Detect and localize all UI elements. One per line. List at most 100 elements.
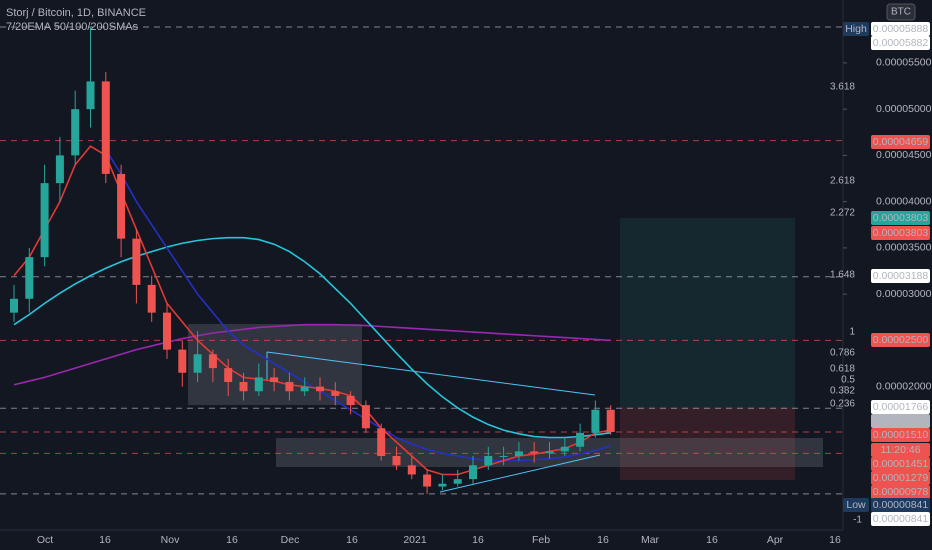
fib-label: 0.786 (830, 348, 855, 359)
price-tag (871, 400, 930, 414)
price-tag-label: 0.00001510 (873, 429, 929, 441)
trendline (266, 351, 596, 396)
candle-body (208, 354, 217, 369)
fib-label: 1 (849, 327, 855, 338)
price-tag-label: 0.00001766 (873, 401, 929, 413)
x-tick-label: Apr (767, 534, 784, 546)
x-tick-label: 2021 (403, 534, 427, 546)
y-tick-label: 0.00003000 (876, 288, 932, 300)
candle-body (300, 386, 309, 392)
price-tag-label: 0.00001279 (873, 472, 929, 484)
fib-label: 2.272 (830, 208, 855, 219)
price-tag (871, 498, 930, 512)
candle-body (514, 451, 523, 457)
long-target-zone (620, 218, 795, 407)
candle-body (101, 81, 110, 174)
axes: 0.00005500 0.00005000 0.00004500 0.00004000… (37, 57, 932, 546)
price-tag-label: 0.00003188 (873, 270, 929, 282)
candle-body (560, 446, 569, 452)
x-tick-label: 16 (597, 534, 609, 546)
price-tag-label: High (845, 23, 867, 35)
candle-body (530, 451, 539, 454)
candle-body (331, 391, 340, 396)
fib-label: 1.648 (830, 270, 855, 281)
fib-label: 0.382 (830, 386, 855, 397)
candle-body (285, 382, 294, 392)
x-tick-label: Dec (281, 534, 300, 546)
price-tag-label: 0.00005888 (873, 23, 929, 35)
fib-label: 3.618 (830, 82, 855, 93)
candle-body (239, 382, 248, 392)
y-tick-label: 0.00004000 (876, 195, 932, 207)
candle-body (163, 312, 171, 350)
currency-label: BTC (891, 7, 911, 18)
candle-body (178, 349, 187, 373)
price-tag-label: 0.00001755 (873, 415, 929, 427)
x-tick-label: 16 (472, 534, 484, 546)
candle-body (71, 109, 80, 156)
candle-body (407, 465, 416, 475)
levels (0, 26, 843, 495)
candle-body (499, 456, 508, 458)
fib-label: 0.236 (830, 399, 855, 410)
price-tag (843, 498, 869, 512)
candle-body (147, 284, 156, 313)
candle-body (117, 173, 126, 239)
candle-body (453, 479, 462, 484)
price-tag (871, 428, 930, 442)
candle-body (193, 354, 202, 373)
price-tag-label: 0.00003803 (873, 227, 929, 239)
price-tag-label: Low (846, 499, 866, 511)
moving-average-line (105, 149, 611, 462)
candle-body (392, 456, 401, 466)
x-tick-label: 16 (706, 534, 718, 546)
price-tag-label: 0.00003803 (873, 212, 929, 224)
candle-body (270, 377, 279, 383)
candle-body (423, 474, 432, 487)
y-tick-label: 0.00005000 (876, 103, 932, 115)
candle-body (10, 298, 18, 313)
price-tag (871, 457, 930, 471)
price-tag (871, 333, 930, 347)
y-tick-label: 0.00002000 (876, 380, 932, 392)
price-tag (843, 22, 869, 36)
moving-average-line (13, 323, 611, 386)
price-tag (871, 226, 930, 240)
candle-body (545, 451, 554, 454)
candle-body (40, 183, 49, 258)
moving-average-line (13, 145, 611, 476)
candle-body (361, 405, 370, 429)
x-tick-label: Mar (641, 534, 660, 546)
price-tag-label: 11:20:46 (880, 444, 920, 456)
candle-body (576, 432, 585, 447)
long-stop-zone (620, 407, 795, 480)
price-tag (871, 414, 930, 428)
y-tick-label: 0.00005500 (876, 57, 932, 69)
candle-body (254, 377, 263, 392)
currency-badge[interactable] (886, 3, 916, 21)
fib-label: 0.618 (830, 364, 855, 375)
price-tag-label: 0.00002500 (873, 334, 929, 346)
candle-body (316, 386, 324, 392)
x-tick-label: Oct (37, 534, 53, 546)
candle-body (591, 409, 600, 433)
price-tag-label: 0.00004659 (873, 136, 929, 148)
price-tag (871, 22, 930, 36)
fib-label: 0.5 (841, 375, 855, 386)
moving-average-line (13, 236, 611, 439)
x-tick-label: Feb (532, 534, 550, 546)
candle-body (224, 368, 233, 383)
x-tick-label: 16 (226, 534, 238, 546)
moving-averages (13, 145, 611, 476)
price-tag (871, 485, 930, 499)
price-tag-label: 0.00000841 (873, 499, 929, 511)
x-tick-label: Nov (161, 534, 180, 546)
price-tag (871, 512, 930, 526)
x-tick-label: 16 (99, 534, 111, 546)
candle-body (438, 483, 447, 487)
price-tag-label: 0.00005882 (873, 37, 929, 49)
fib-label: -1 (853, 515, 862, 526)
fib-label: 2.618 (830, 176, 855, 187)
price-tag (871, 135, 930, 149)
